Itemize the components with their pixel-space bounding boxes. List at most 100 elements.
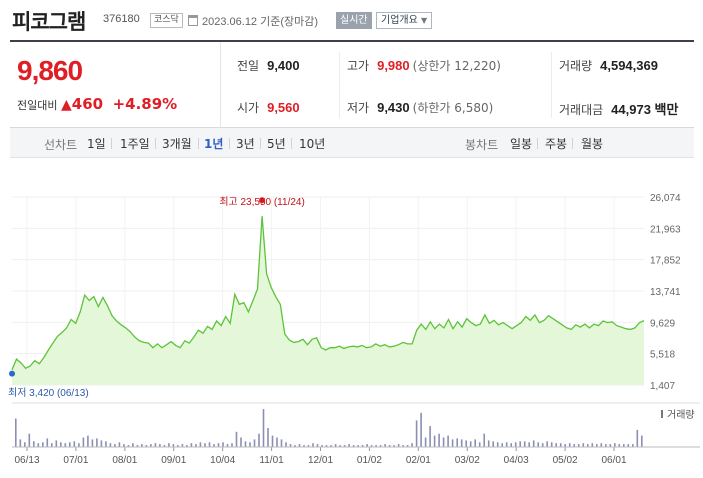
stat-label: 시가 [237,101,260,115]
volume-bar [546,441,548,447]
volume-bar [258,433,260,447]
volume-bar [487,440,490,447]
tab-period-10y[interactable]: 10년 [299,137,326,151]
volume-bar [91,439,94,447]
volume-bar [541,443,544,447]
current-price-panel: 9,860 전일대비 ▲460 +4.89% [10,42,221,128]
volume-bar [244,441,247,447]
stat-value: 9,400 [267,58,300,73]
stat-volume: 거래량 4,594,369 [559,57,658,74]
volume-bar [127,445,130,447]
volume-bar [46,438,49,447]
volume-bar [424,437,427,447]
volume-bar [348,444,350,447]
divider [551,52,552,118]
volume-bar [33,441,35,447]
lower-limit: (하한가 6,580) [412,101,494,115]
tab-period-3m[interactable]: 3개월 [162,137,192,151]
stock-code: 376180 [103,13,140,25]
volume-bar [492,441,494,447]
y-tick-label: 17,852 [650,256,681,267]
volume-bar [208,442,211,448]
volume-bar [240,437,242,447]
tab-candle-weekly[interactable]: 주봉 [545,137,568,151]
chart-period-bar: 선차트 1일 1주일 3개월 1년 3년 5년 10년 봉차트 일봉 주봉 월봉 [10,128,694,158]
tab-period-1w[interactable]: 1주일 [120,137,150,151]
y-tick-label: 5,518 [650,350,675,361]
change-amount: 460 [71,95,104,113]
volume-bar [623,444,625,447]
volume-bar [154,443,157,447]
volume-bar [181,444,184,447]
volume-bar [447,435,449,447]
volume-bar [361,445,364,447]
price-chart[interactable]: 26,074 21,963 17,852 13,741 9,629 5,518 1,407 0… [0,175,703,478]
volume-bar [109,443,112,447]
volume-bar [366,444,368,447]
volume-bar [190,443,193,447]
volume-bar [528,442,530,448]
volume-bar [442,437,445,447]
volume-bar [420,412,422,447]
upper-limit: (상한가 12,220) [412,59,501,73]
volume-bar [474,439,476,447]
x-tick-label: 10/04 [210,455,235,466]
volume-bar [370,445,373,447]
divider [155,138,156,149]
volume-bar [276,437,278,447]
volume-legend-swatch [661,410,663,418]
volume-bar [118,442,121,448]
x-tick-label: 04/03 [504,455,529,466]
price-line [11,216,645,370]
volume-bar [114,444,116,447]
volume-bar [456,438,458,447]
volume-bar [388,445,391,447]
volume-bar [614,443,616,447]
volume-bar [523,441,526,447]
x-tick-label: 05/02 [553,455,578,466]
volume-bar [226,444,229,447]
volume-bar [375,445,377,447]
y-tick-label: 21,963 [650,224,681,235]
x-tick-label: 06/13 [14,455,39,466]
x-tick-label: 03/02 [455,455,480,466]
realtime-button[interactable]: 실시간 [336,12,372,29]
stat-value: 9,560 [267,100,300,115]
tab-period-1y[interactable]: 1년 [204,137,224,151]
volume-legend-label: 거래량 [667,409,695,421]
tab-period-5y[interactable]: 5년 [267,137,286,151]
tab-period-1d[interactable]: 1일 [87,137,106,151]
volume-bar [415,420,418,447]
volume-bar [469,441,472,447]
x-tick-label: 12/01 [308,455,333,466]
stat-value: 4,594,369 [600,58,658,73]
tab-candle-monthly[interactable]: 월봉 [581,137,604,151]
stat-value: 9,430 [377,100,410,115]
volume-bar [330,445,332,447]
volume-bar [325,445,328,447]
x-tick-label: 07/01 [63,455,88,466]
high-marker [259,197,266,204]
company-overview-dropdown[interactable]: 기업개요 ▼ [376,12,433,29]
volume-bar [334,444,337,447]
volume-bar [478,442,481,448]
reference-date: 2023.06.12 기준(장마감) [202,16,319,28]
volume-bar [573,444,575,447]
tab-period-3y[interactable]: 3년 [236,137,255,151]
volume-bar [204,443,206,447]
volume-bar [235,431,238,447]
tab-candle-daily[interactable]: 일봉 [510,137,533,151]
volume-bar [307,445,310,447]
company-name[interactable]: 피코그램 [12,10,86,34]
high-label: 최고 23,550 (11/24) [219,196,305,208]
volume-bar [600,443,603,447]
volume-bar [105,441,107,447]
low-label: 최저 3,420 (06/13) [8,387,89,399]
volume-bar [294,445,296,447]
y-tick-label: 26,074 [650,193,681,204]
volume-bar [321,445,323,447]
volume-bar [303,445,305,447]
volume-bar [519,441,521,447]
x-tick-label: 06/01 [601,455,626,466]
volume-bar [141,444,143,447]
